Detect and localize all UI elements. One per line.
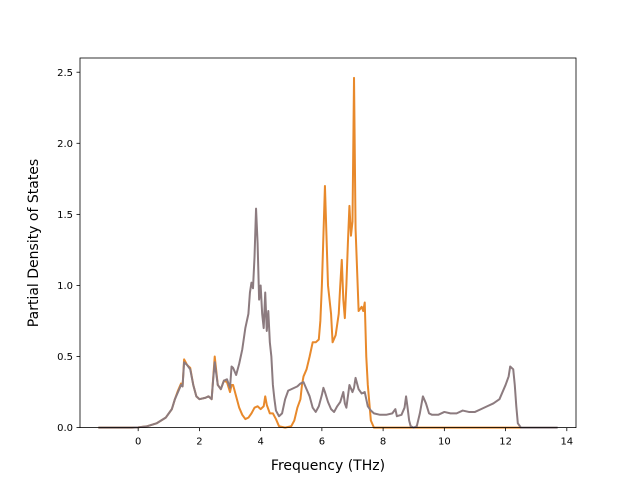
x-tick-label: 14 (560, 437, 573, 448)
y-tick-label: 2.0 (57, 139, 73, 150)
y-axis-title: Partial Density of States (26, 159, 42, 327)
y-tick-label: 1.5 (57, 210, 73, 221)
series-layer (98, 76, 558, 429)
x-tick-label: 8 (380, 437, 386, 448)
x-tick-label: 4 (257, 437, 263, 448)
plot-frame (79, 57, 577, 429)
y-tick-label: 0.5 (57, 352, 73, 363)
series-line-1 (98, 76, 521, 429)
x-tick-label: 0 (135, 437, 141, 448)
y-tick-label: 0.0 (57, 423, 73, 434)
y-tick-label: 2.5 (57, 68, 73, 79)
x-tick-label: 12 (499, 437, 512, 448)
y-axis: 0.0 0.5 1.0 1.5 2.0 2.5 (57, 68, 80, 434)
series-line-2 (98, 207, 558, 429)
x-tick-label: 2 (196, 437, 202, 448)
y-tick-label: 1.0 (57, 281, 73, 292)
x-axis-title: Frequency (THz) (271, 458, 385, 474)
x-axis: 0 2 4 6 8 10 12 14 (135, 427, 573, 448)
x-tick-label: 6 (319, 437, 325, 448)
x-tick-label: 10 (438, 437, 451, 448)
